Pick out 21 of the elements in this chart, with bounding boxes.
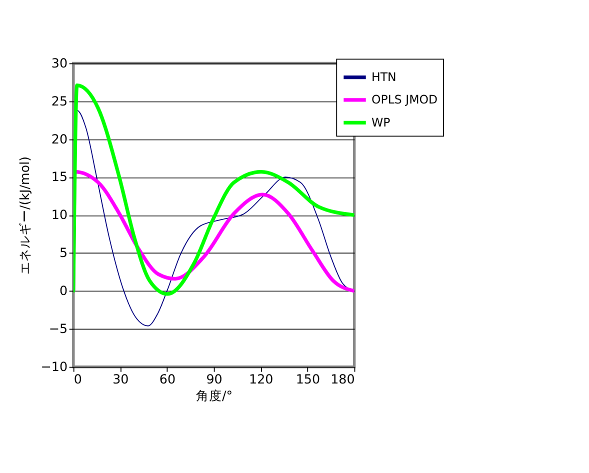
x-tick-label: 30	[112, 372, 129, 387]
legend-label: WP	[372, 115, 390, 130]
legend-label: HTN	[372, 70, 396, 84]
y-tick-label: 15	[51, 169, 68, 184]
y-tick-label: 30	[51, 55, 68, 70]
x-axis-title: 角度/°	[196, 388, 233, 403]
x-tick-label: 90	[206, 372, 222, 387]
y-tick-label: 5	[59, 245, 68, 260]
x-tick-label: 180	[330, 372, 355, 387]
y-tick-label: −5	[48, 320, 68, 336]
x-tick-label: 60	[159, 372, 176, 387]
y-tick-label: 25	[51, 93, 68, 108]
x-tick-label: 120	[249, 372, 274, 387]
x-tick-label: 150	[296, 372, 320, 387]
y-tick-label: 10	[51, 207, 68, 222]
x-tick-label: 0	[74, 372, 82, 387]
y-tick-label: 0	[59, 283, 68, 298]
legend-label: OPLS JMOD	[372, 92, 438, 107]
y-tick-label: 20	[51, 131, 68, 146]
y-axis-title: エネルギー/(kJ/mol)	[16, 156, 32, 275]
y-tick-label: −10	[40, 358, 68, 374]
